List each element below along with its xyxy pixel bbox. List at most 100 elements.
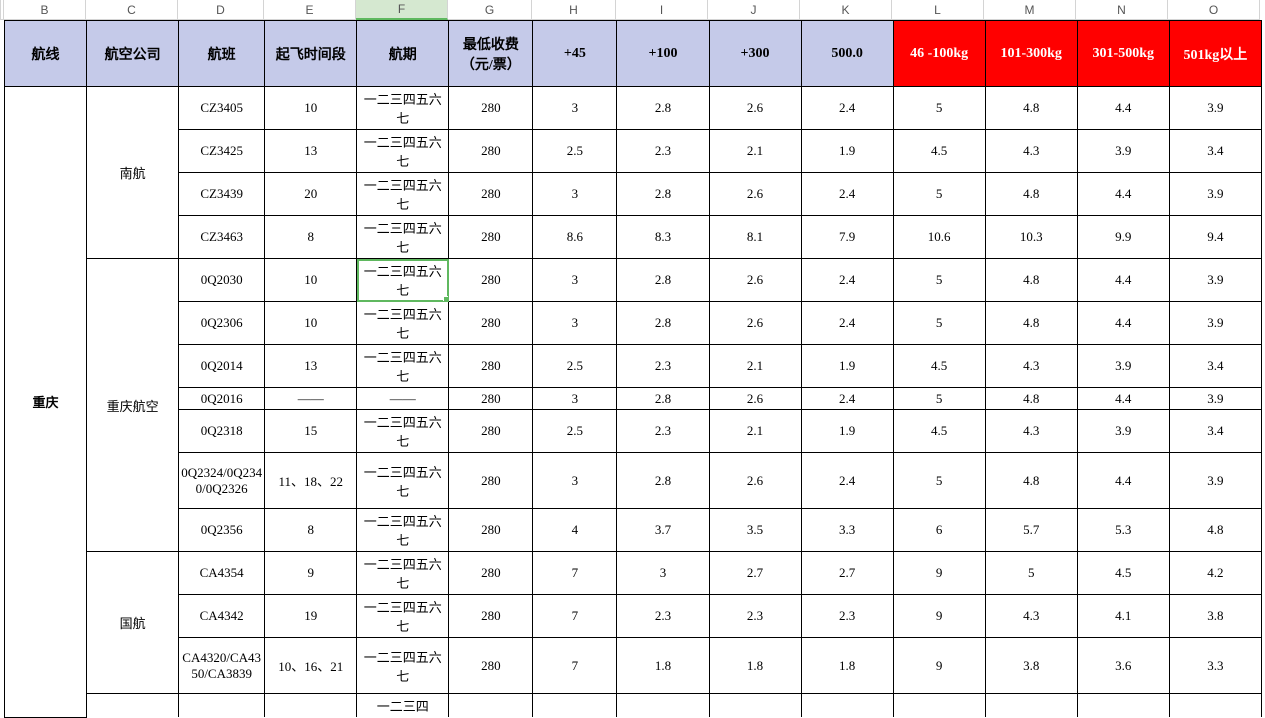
cell[interactable]: 9.9 [1077,216,1169,259]
col-letter-L[interactable]: L [892,0,984,20]
cell[interactable]: 280 [449,552,533,595]
table-row[interactable]: 0Q2016————28032.82.62.454.84.43.9 [5,388,1262,410]
cell[interactable]: 3 [533,453,617,509]
cell[interactable]: 4.3 [985,130,1077,173]
cell[interactable]: 4.8 [985,87,1077,130]
cell[interactable]: 9 [265,552,357,595]
cell[interactable]: 280 [449,130,533,173]
cell[interactable]: 2.6 [709,302,801,345]
cell[interactable]: 4.4 [1077,453,1169,509]
cell[interactable]: 280 [449,509,533,552]
cell[interactable]: 2.6 [709,87,801,130]
cell[interactable]: 9 [893,638,985,694]
cell[interactable]: 4.5 [893,345,985,388]
cell[interactable]: 2.8 [617,87,709,130]
cell[interactable]: 8.1 [709,216,801,259]
cell[interactable]: 280 [449,638,533,694]
cell[interactable]: 280 [449,595,533,638]
cell[interactable]: 4.4 [1077,87,1169,130]
table-row[interactable]: CZ342513一二三四五六七2802.52.32.11.94.54.33.93… [5,130,1262,173]
cell[interactable]: 一二三四五六七 [357,130,449,173]
cell[interactable]: CZ3463 [179,216,265,259]
table-row[interactable]: 重庆南航CZ340510一二三四五六七28032.82.62.454.84.43… [5,87,1262,130]
cell[interactable]: 4.5 [1077,552,1169,595]
cell[interactable]: 2.3 [617,130,709,173]
col-letter-N[interactable]: N [1076,0,1168,20]
col-letter-C[interactable]: C [86,0,178,20]
cell[interactable]: 11、18、22 [265,453,357,509]
cell[interactable]: 9 [893,595,985,638]
col-letter-J[interactable]: J [708,0,800,20]
cell[interactable]: 280 [449,302,533,345]
cell[interactable]: 3.8 [985,638,1077,694]
header-O[interactable]: 501kg以上 [1169,21,1261,87]
cell[interactable]: 1.8 [709,638,801,694]
cell[interactable]: 一二三四五六七 [357,345,449,388]
cell[interactable]: 2.1 [709,345,801,388]
cell[interactable]: 3.4 [1169,345,1261,388]
cell[interactable]: 2.5 [533,130,617,173]
cell[interactable]: 2.8 [617,173,709,216]
cell[interactable]: 0Q2356 [179,509,265,552]
header-E[interactable]: 起飞时间段 [265,21,357,87]
header-N[interactable]: 301-500kg [1077,21,1169,87]
cell[interactable]: 一二三四五六七 [357,173,449,216]
cell[interactable]: 10、16、21 [265,638,357,694]
cell[interactable]: 2.3 [709,595,801,638]
cell[interactable]: 2.3 [617,345,709,388]
cell[interactable]: 5.3 [1077,509,1169,552]
cell[interactable]: CZ3425 [179,130,265,173]
cell[interactable]: CZ3405 [179,87,265,130]
cell[interactable]: 3.7 [617,509,709,552]
col-letter-M[interactable]: M [984,0,1076,20]
cell[interactable]: —— [357,388,449,410]
cell[interactable]: 2.4 [801,259,893,302]
cell[interactable]: 2.4 [801,302,893,345]
cell[interactable]: 3 [533,87,617,130]
col-letter-F[interactable]: F [356,0,448,20]
header-K[interactable]: 500.0 [801,21,893,87]
airline-cell[interactable]: 国航 [87,552,179,694]
cell[interactable]: 3 [533,259,617,302]
cell[interactable]: 4.5 [893,130,985,173]
cell[interactable]: 280 [449,216,533,259]
cell[interactable]: 280 [449,173,533,216]
header-H[interactable]: +45 [533,21,617,87]
cell[interactable]: 10 [265,302,357,345]
cell[interactable]: 13 [265,130,357,173]
cell[interactable]: 280 [449,410,533,453]
cell[interactable]: 280 [449,453,533,509]
cell[interactable]: 一二三四五六七 [357,410,449,453]
airline-cell[interactable]: 南航 [87,87,179,259]
cell[interactable]: 1.9 [801,345,893,388]
cell[interactable]: 一二三四五六七 [357,509,449,552]
cell[interactable]: 5 [893,453,985,509]
header-B[interactable]: 航线 [5,21,87,87]
cell[interactable]: 2.7 [801,552,893,595]
airline-cell[interactable]: 重庆航空 [87,259,179,552]
cell[interactable]: 13 [265,345,357,388]
table-row[interactable]: 0Q2324/0Q2340/0Q232611、18、22一二三四五六七28032… [5,453,1262,509]
cell[interactable]: 10.3 [985,216,1077,259]
cell[interactable]: 2.3 [801,595,893,638]
cell[interactable]: 一二三四五六七 [357,638,449,694]
table-row[interactable]: CZ343920一二三四五六七28032.82.62.454.84.43.9 [5,173,1262,216]
col-letter-H[interactable]: H [532,0,616,20]
cell[interactable]: 2.8 [617,259,709,302]
cell[interactable]: 1.8 [617,638,709,694]
cell[interactable]: 1.8 [801,638,893,694]
cell[interactable]: 5 [893,302,985,345]
cell[interactable]: 7 [533,595,617,638]
cell[interactable]: 8 [265,216,357,259]
cell[interactable]: 0Q2030 [179,259,265,302]
header-M[interactable]: 101-300kg [985,21,1077,87]
cell[interactable]: 4.8 [985,388,1077,410]
header-G[interactable]: 最低收费（元/票） [449,21,533,87]
col-letter-E[interactable]: E [264,0,356,20]
cell[interactable]: 9.4 [1169,216,1261,259]
cell[interactable]: 10 [265,87,357,130]
cell[interactable]: 7 [533,552,617,595]
cell[interactable]: 5 [893,87,985,130]
cell[interactable]: 5.7 [985,509,1077,552]
cell[interactable]: 3.8 [1169,595,1261,638]
